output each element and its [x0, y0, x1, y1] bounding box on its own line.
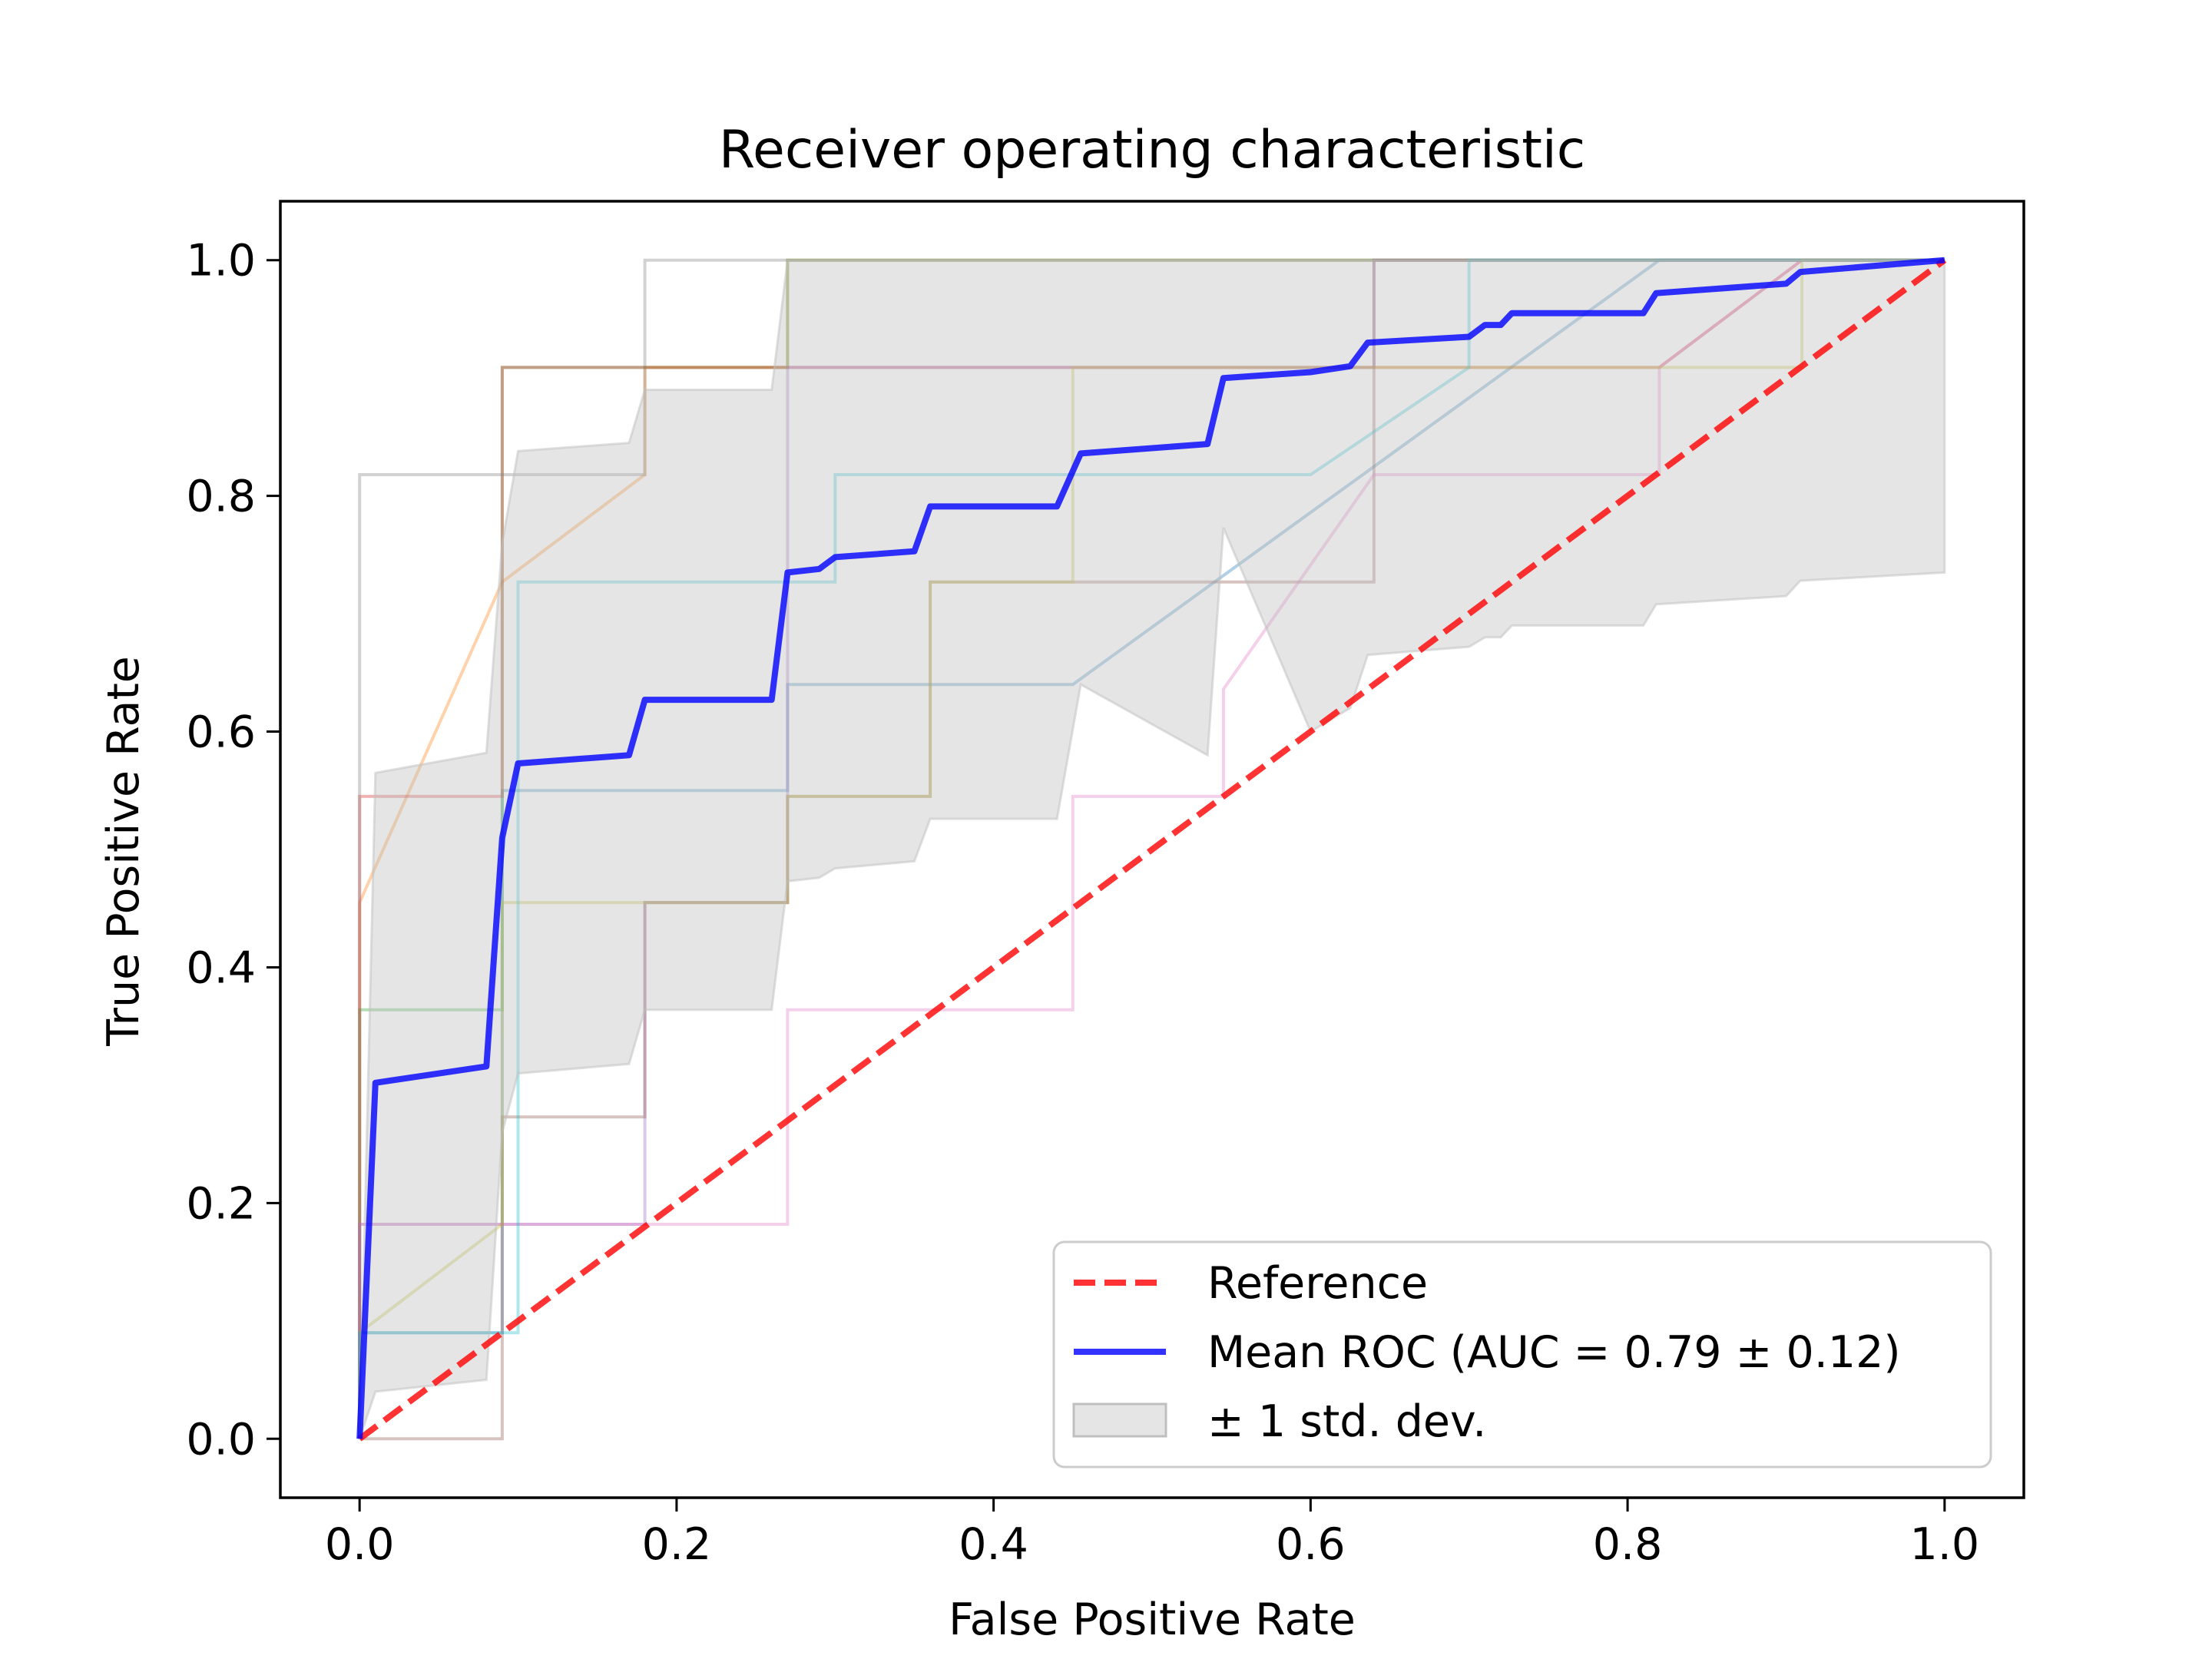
x-tick-label: 0.4 [959, 1519, 1028, 1570]
y-tick-label: 0.6 [186, 707, 256, 758]
axes-frame [279, 200, 2025, 1499]
fold-1-curve [358, 258, 1945, 1439]
legend-mean-roc-label: Mean ROC (AUC = 0.79 ± 0.12) [1207, 1327, 1901, 1378]
y-tick-label: 0.2 [186, 1178, 256, 1229]
x-tick-label: 0.6 [1276, 1519, 1346, 1570]
legend-std-dev-swatch [1072, 1402, 1167, 1438]
x-axis-ticks: 0.0 0.2 0.4 0.6 0.8 1.0 [325, 1498, 1979, 1570]
y-tick-label: 0.4 [186, 942, 256, 993]
x-tick-label: 1.0 [1909, 1519, 1979, 1570]
plot-area [356, 257, 1947, 1442]
fold-curves [358, 258, 1945, 1441]
legend: Reference Mean ROC (AUC = 0.79 ± 0.12) ±… [1052, 1240, 1992, 1469]
fold-10-curve [358, 258, 1945, 1439]
chart-title: Receiver operating characteristic [719, 120, 1585, 180]
y-tick-label: 1.0 [186, 236, 256, 286]
legend-std-dev-label: ± 1 std. dev. [1207, 1396, 1486, 1447]
y-axis-ticks: 0.0 0.2 0.4 0.6 0.8 1.0 [186, 236, 280, 1465]
y-tick-label: 0.8 [186, 472, 256, 522]
x-tick-label: 0.0 [325, 1519, 395, 1570]
reference-line [357, 257, 1947, 1442]
y-axis-label: True Positive Rate [98, 656, 149, 1047]
fold-6-curve [359, 258, 1945, 1441]
fold-9-curve [358, 258, 1945, 1334]
mean-roc-line [356, 257, 1945, 1439]
x-tick-label: 0.2 [642, 1519, 712, 1570]
y-tick-label: 0.0 [186, 1414, 256, 1465]
x-axis-label: False Positive Rate [949, 1594, 1356, 1645]
legend-reference-label: Reference [1207, 1258, 1428, 1309]
legend-box [1052, 1240, 1992, 1469]
x-tick-label: 0.8 [1593, 1519, 1663, 1570]
fold-2-curve [358, 258, 1945, 1439]
series-layer [356, 257, 1947, 1442]
fold-5-curve [358, 258, 1945, 1439]
